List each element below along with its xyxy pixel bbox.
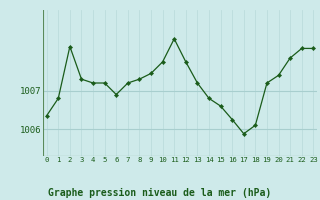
Text: Graphe pression niveau de la mer (hPa): Graphe pression niveau de la mer (hPa) bbox=[48, 188, 272, 198]
